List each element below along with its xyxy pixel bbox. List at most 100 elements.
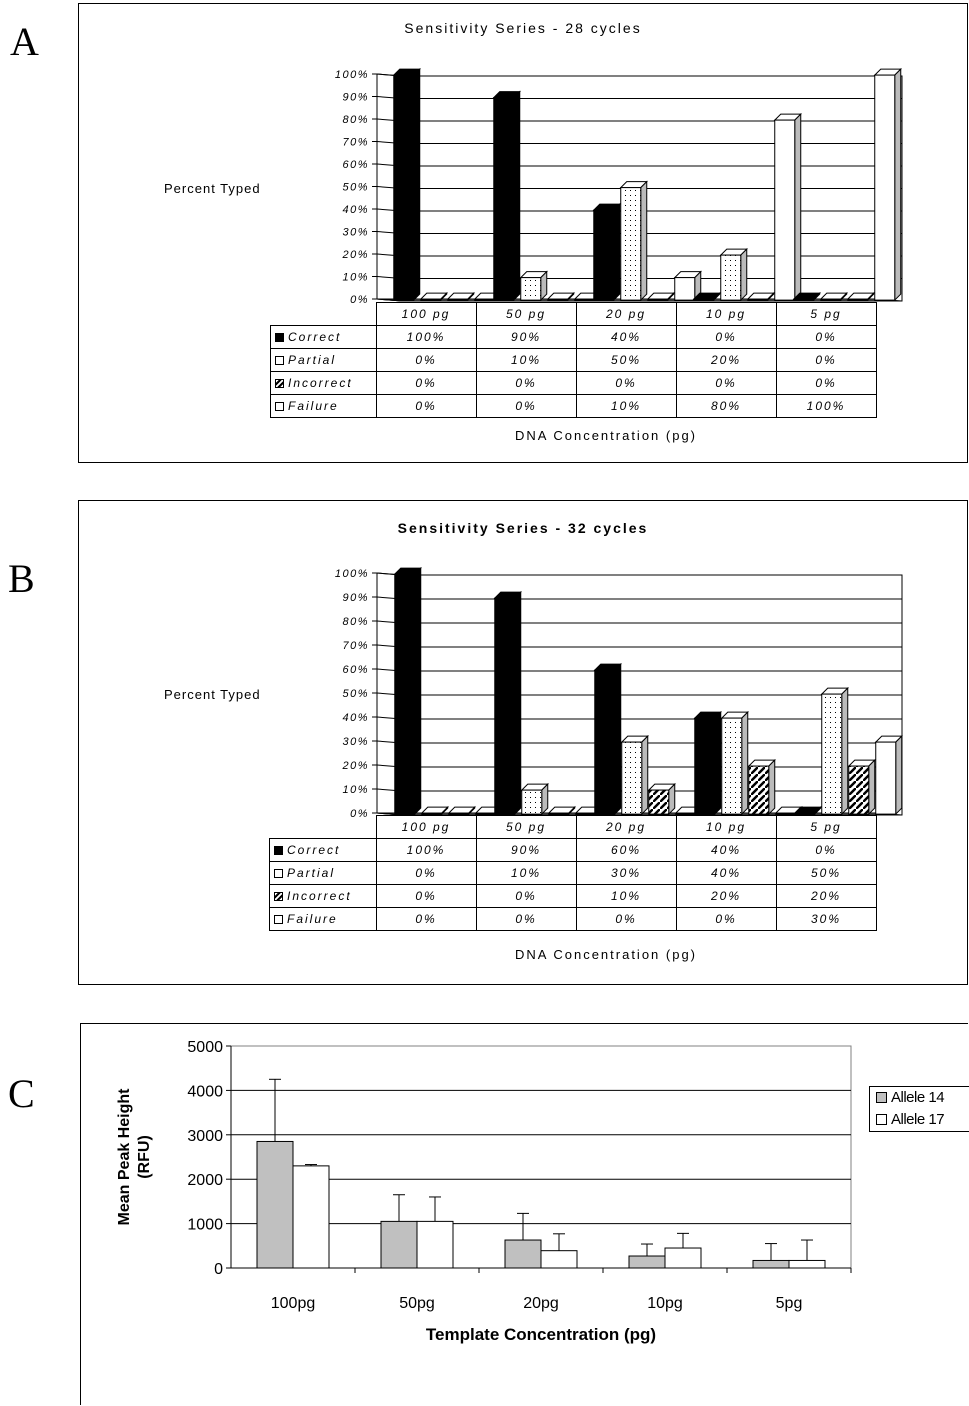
x-tick-label: 50pg (399, 1295, 435, 1312)
table-cell: 30% (575, 861, 677, 885)
bar-partial-5-pg (819, 291, 848, 302)
table-cell: 100% (375, 838, 477, 862)
x-axis-label: DNA Concentration (pg) (515, 947, 698, 962)
table-cell: 20% (775, 884, 877, 908)
y-tick-label: 20% (341, 249, 369, 261)
legend-label: Correct (288, 330, 342, 344)
table-cell: 0% (375, 348, 477, 372)
x-axis-label: DNA Concentration (pg) (515, 428, 698, 443)
y-tick-label: 0% (350, 808, 369, 820)
table-header-20-pg: 20 pg (575, 302, 677, 326)
x-tick-label: 10pg (647, 1295, 683, 1312)
panel-label-b: B (8, 556, 35, 601)
table-cell: 0% (775, 371, 877, 395)
table-cell: 30% (775, 907, 877, 931)
legend-swatch (275, 379, 284, 388)
bar-allele-14-5pg (752, 1259, 790, 1269)
table-header-50-pg: 50 pg (475, 815, 577, 839)
y-tick-label: 40% (342, 712, 369, 724)
bar-allele-17-5pg (788, 1259, 826, 1269)
legend-swatch (275, 402, 284, 411)
legend-swatch (876, 1114, 887, 1125)
bar-allele-14-20pg (504, 1239, 542, 1269)
table-cell: 20% (675, 884, 777, 908)
bar-allele-17-100pg (292, 1165, 330, 1269)
y-tick-label: 80% (342, 114, 369, 126)
y-tick-label: 60% (342, 159, 369, 171)
legend-label: Allele 14 (891, 1089, 945, 1106)
legend-swatch (274, 915, 283, 924)
y-tick-label: 70% (342, 640, 369, 652)
panel-label-a: A (10, 19, 39, 64)
chart-panel-a: Sensitivity Series - 28 cycles Percent T… (78, 3, 968, 463)
y-tick-label: 1000 (187, 1217, 223, 1234)
legend-item-allele-14: Allele 14 (870, 1087, 969, 1109)
bar-incorrect-20-pg (646, 291, 675, 302)
bar-correct-10-pg (692, 291, 721, 302)
chart-plot: 0% 10% 20% 30% 40% 50% 60% 70% 80% 90% 100% (335, 67, 903, 304)
x-axis-label: Template Concentration (pg) (426, 1325, 656, 1344)
y-tick-label: 0% (350, 294, 369, 304)
y-axis-label: Percent Typed (164, 687, 261, 702)
bar-partial-50-pg (520, 782, 549, 816)
bar-incorrect-50-pg (546, 291, 575, 302)
table-cell: 0% (775, 838, 877, 862)
table-cell: 40% (675, 861, 777, 885)
y-axis-label: Percent Typed (164, 181, 261, 196)
table-cell: 90% (475, 325, 577, 349)
y-tick-label: 80% (342, 616, 369, 628)
table-cell: 0% (475, 394, 577, 418)
table-row-label: Partial (269, 861, 377, 885)
legend-swatch (274, 869, 283, 878)
y-tick-label: 50% (342, 182, 369, 194)
table-cell: 100% (375, 325, 477, 349)
table-cell: 0% (675, 907, 777, 931)
y-tick-label: 4000 (187, 1083, 223, 1100)
table-header-5-pg: 5 pg (775, 815, 877, 839)
table-cell: 0% (475, 907, 577, 931)
table-row-failure: Failure 0% 0% 0% 0% 30% (269, 907, 877, 931)
bar-correct-100-pg (393, 566, 422, 816)
y-tick-label: 50% (342, 688, 369, 700)
legend-swatch (275, 356, 284, 365)
bar-incorrect-100-pg (446, 291, 475, 302)
legend-label: Failure (288, 399, 339, 413)
bar-partial-20-pg (619, 180, 648, 302)
chart-panel-c: D10S1248 vs. Mean Peak Height (32 cycles… (80, 1023, 969, 1405)
table-cell: 0% (675, 325, 777, 349)
y-tick-label: 90% (342, 92, 369, 104)
y-tick-label: 30% (342, 736, 369, 748)
chart-title: Sensitivity Series - 32 cycles (397, 520, 649, 536)
legend-label: Partial (287, 866, 336, 880)
legend-label: Partial (288, 353, 337, 367)
legend: Allele 14 Allele 17 (869, 1086, 969, 1132)
table-header-100-pg: 100 pg (375, 302, 477, 326)
legend-label: Failure (287, 912, 338, 926)
bar-allele-17-50pg (416, 1220, 454, 1269)
bar-partial-100-pg (419, 291, 448, 302)
bar-allele-17-20pg (540, 1250, 578, 1269)
table-row-label: Partial (270, 348, 377, 372)
table-header-10-pg: 10 pg (675, 302, 777, 326)
y-tick-label: 2000 (187, 1172, 223, 1189)
table-cell: 100% (775, 394, 877, 418)
bar-allele-14-50pg (380, 1220, 418, 1269)
legend-swatch (274, 846, 283, 855)
y-tick-label: 40% (342, 204, 369, 216)
table-row-label: Failure (270, 394, 377, 418)
table-cell: 60% (575, 838, 677, 862)
bar-correct-5-pg (793, 805, 822, 816)
y-tick-label: 90% (342, 592, 369, 604)
bar-partial-10-pg (720, 710, 749, 816)
bar-correct-5-pg (792, 291, 821, 302)
bar-incorrect-5-pg (847, 758, 876, 816)
y-tick-label: 60% (342, 664, 369, 676)
bar-allele-14-100pg (256, 1140, 294, 1269)
x-tick-label: 100pg (271, 1295, 316, 1312)
table-cell: 0% (375, 394, 477, 418)
bar-correct-50-pg (492, 90, 521, 302)
legend-label: Correct (287, 843, 341, 857)
table-cell: 0% (375, 861, 477, 885)
bar-incorrect-10-pg (747, 758, 776, 816)
y-tick-label: 100% (335, 568, 369, 580)
